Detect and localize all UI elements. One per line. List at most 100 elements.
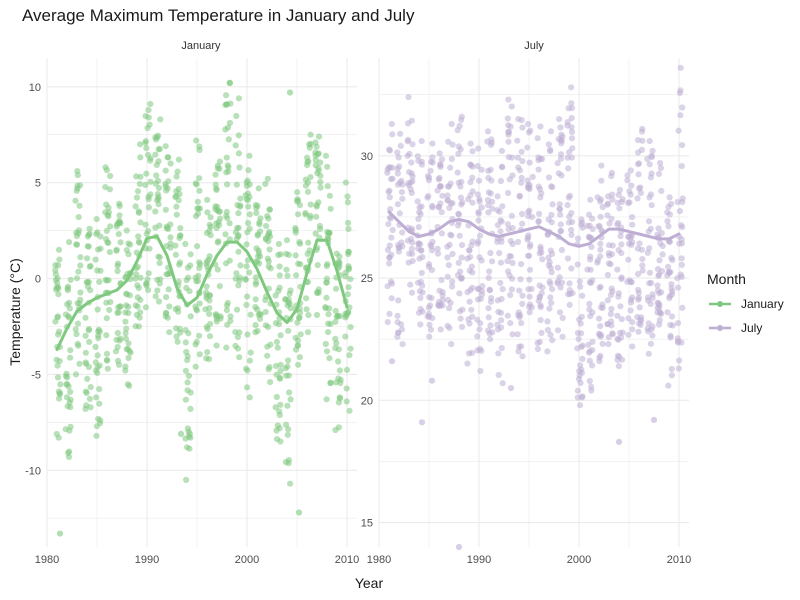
data-point-july — [609, 196, 616, 203]
data-point-january — [95, 335, 102, 342]
data-point-january — [226, 79, 234, 86]
data-point-january — [67, 354, 74, 361]
data-point-july — [634, 245, 642, 252]
data-point-january — [207, 232, 214, 239]
data-point-july — [548, 183, 555, 190]
data-point-january — [234, 345, 241, 352]
data-point-january — [122, 367, 129, 374]
data-point-july — [556, 116, 563, 123]
data-point-january — [273, 338, 280, 345]
data-point-july — [577, 320, 584, 327]
data-point-january — [202, 306, 209, 313]
data-point-january — [76, 360, 83, 367]
data-point-july — [505, 122, 512, 129]
data-point-july — [518, 343, 525, 350]
data-point-july — [386, 260, 393, 267]
data-point-january — [114, 268, 121, 275]
data-point-january — [67, 276, 74, 283]
data-point-july — [635, 328, 642, 335]
data-point-july — [404, 237, 412, 244]
data-point-july — [625, 331, 632, 338]
data-point-january — [315, 165, 322, 172]
data-point-july — [677, 64, 684, 71]
data-point-july — [514, 331, 521, 338]
data-point-july — [578, 221, 585, 228]
data-point-january — [182, 240, 189, 248]
data-point-july — [475, 217, 482, 224]
data-point-january — [343, 398, 350, 405]
data-point-january — [85, 279, 92, 286]
data-point-january — [103, 299, 110, 306]
data-point-january — [167, 240, 174, 247]
data-point-january — [65, 383, 72, 390]
data-point-july — [547, 247, 554, 254]
data-point-january — [56, 395, 63, 402]
x-tick-label: 1980 — [35, 554, 59, 566]
x-ticks-january: 1980 1990 2000 2010 — [35, 554, 359, 566]
data-point-january — [244, 384, 251, 391]
data-point-july — [508, 103, 515, 110]
data-point-july — [455, 150, 462, 157]
data-point-january — [245, 167, 252, 174]
data-point-july — [409, 178, 416, 185]
data-point-july — [406, 250, 413, 257]
data-point-january — [314, 150, 321, 158]
data-point-january — [235, 132, 242, 139]
data-point-july — [418, 419, 426, 426]
data-point-january — [226, 257, 233, 264]
data-point-january — [283, 237, 291, 244]
data-point-january — [287, 480, 294, 487]
data-point-july — [557, 211, 564, 218]
data-point-july — [679, 104, 686, 111]
data-point-january — [297, 240, 304, 247]
data-point-july — [568, 265, 575, 272]
data-point-january — [184, 444, 191, 451]
data-point-july — [474, 163, 481, 170]
data-point-july — [414, 153, 421, 160]
data-point-january — [167, 160, 174, 167]
data-point-july — [477, 295, 484, 302]
data-point-july — [535, 183, 542, 190]
data-point-january — [284, 363, 291, 370]
data-point-january — [173, 333, 180, 340]
data-point-july — [639, 267, 646, 274]
data-point-january — [263, 222, 270, 230]
data-point-january — [96, 386, 103, 393]
data-point-january — [256, 310, 263, 317]
data-point-july — [577, 362, 584, 369]
data-point-july — [487, 336, 494, 343]
data-point-july — [568, 100, 575, 107]
data-point-july — [577, 379, 584, 387]
data-point-january — [173, 203, 180, 210]
data-point-january — [235, 248, 242, 255]
data-point-july — [547, 128, 555, 135]
data-point-july — [406, 169, 413, 176]
data-point-july — [469, 174, 476, 181]
data-point-january — [272, 404, 279, 411]
data-point-january — [122, 335, 129, 342]
data-point-january — [206, 310, 213, 318]
data-point-january — [307, 131, 314, 138]
data-point-january — [265, 238, 272, 245]
data-point-july — [537, 194, 544, 201]
data-point-july — [674, 284, 682, 291]
data-point-january — [103, 201, 110, 208]
data-point-july — [558, 246, 566, 254]
data-point-january — [302, 182, 309, 189]
data-point-january — [66, 239, 73, 246]
data-point-january — [156, 259, 163, 267]
data-point-july — [434, 245, 441, 252]
data-point-july — [525, 252, 532, 259]
data-point-january — [237, 262, 244, 269]
data-point-january — [124, 381, 131, 388]
data-point-july — [458, 201, 465, 208]
data-point-january — [74, 320, 81, 327]
data-point-july — [596, 223, 603, 230]
data-point-july — [417, 305, 424, 313]
data-point-july — [498, 147, 505, 154]
data-point-january — [336, 367, 343, 374]
data-point-january — [175, 278, 182, 285]
data-point-july — [465, 196, 472, 203]
data-point-january — [243, 241, 250, 248]
data-point-july — [397, 130, 404, 137]
